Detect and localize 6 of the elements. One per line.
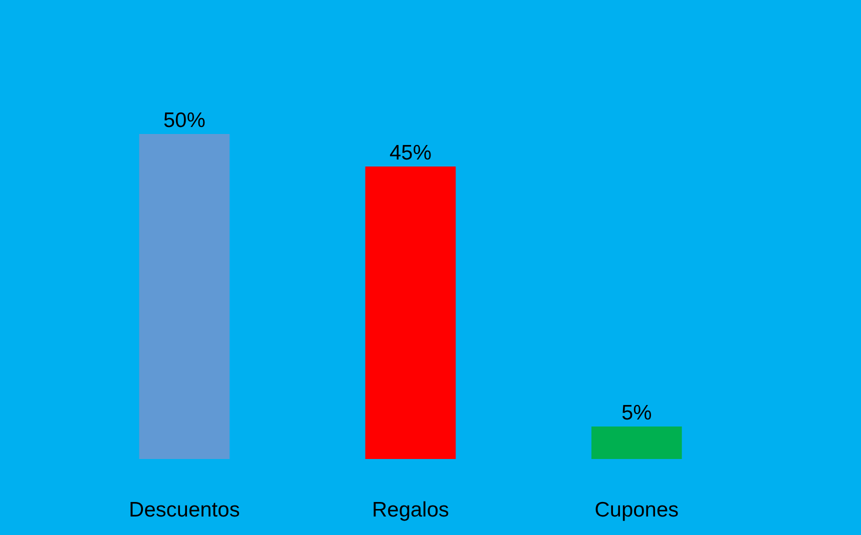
- x-tick-label: Descuentos: [128, 498, 240, 522]
- data-label: 45%: [389, 142, 432, 164]
- x-tick-label: Cupones: [594, 498, 679, 522]
- data-label: 50%: [163, 109, 206, 132]
- x-tick-label: Regalos: [372, 498, 450, 522]
- data-label: 5%: [621, 402, 652, 424]
